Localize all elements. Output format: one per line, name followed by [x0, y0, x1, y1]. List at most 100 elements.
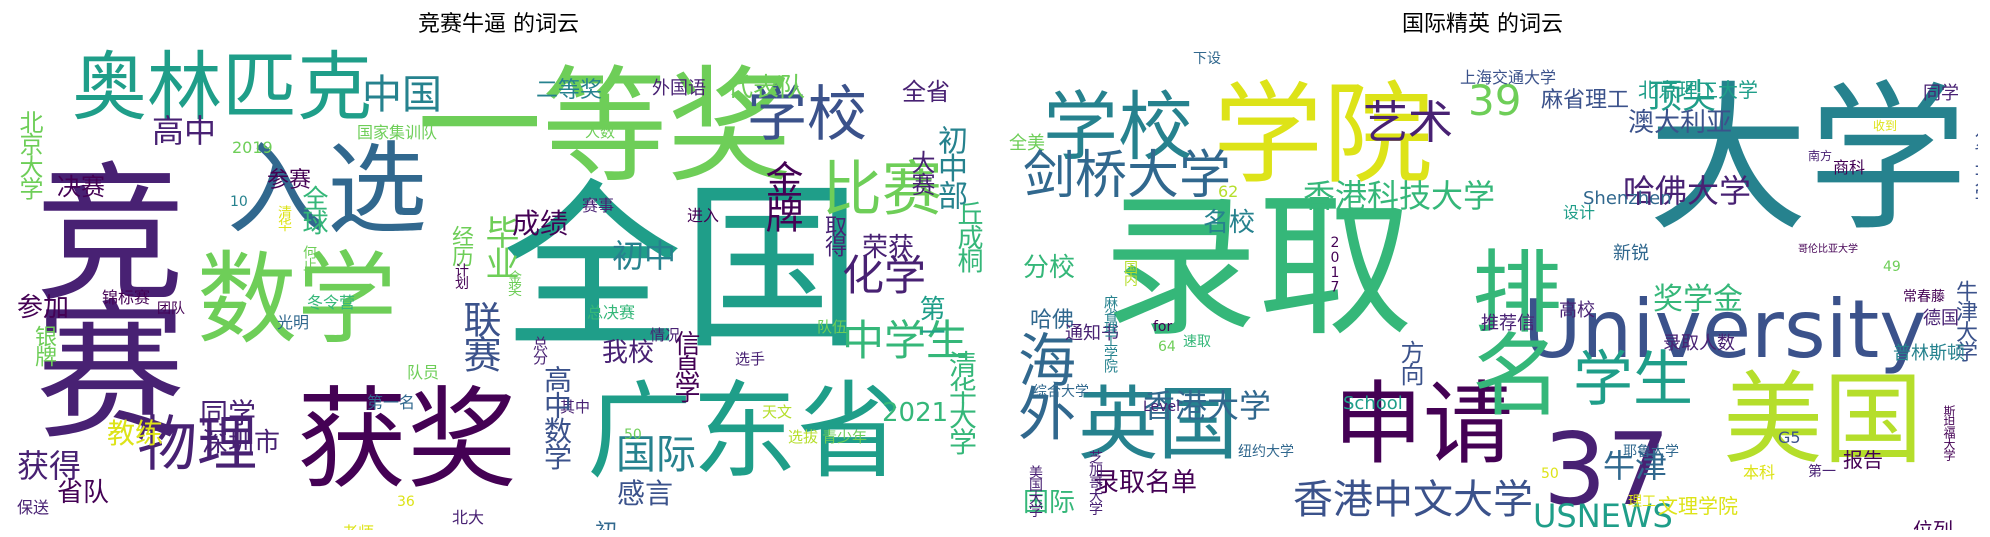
left-cloud-word: 学校: [747, 80, 867, 150]
left-cloud-word: 锦标赛: [102, 288, 151, 307]
left-cloud-word: 队伍: [817, 318, 848, 336]
right-cloud-word: 通知书: [1065, 323, 1119, 344]
left-cloud-word: 经历: [448, 225, 473, 266]
right-cloud-word: 新锐: [1613, 243, 1649, 264]
left-cloud-word: 何止: [301, 245, 317, 271]
left-cloud-word: 竞赛: [12, 155, 184, 431]
right-cloud-word: 下设: [1193, 51, 1221, 67]
left-cloud-word: 计划: [453, 263, 469, 289]
right-cloud-word: 上海交通大学: [1460, 68, 1557, 87]
left-cloud-word: 二等奖: [536, 78, 603, 103]
right-cloud-word: 64: [1158, 339, 1176, 355]
left-cloud-word: 全省: [902, 78, 950, 106]
right-cloud-word: 速取: [1183, 334, 1211, 350]
left-cloud-word: 国际: [616, 432, 696, 478]
right-cloud-word: 49: [1883, 259, 1901, 275]
left-cloud-word: 入选: [227, 131, 427, 248]
right-cloud-word: 北京理工大学: [1638, 78, 1758, 102]
left-cloud-word: 青少年: [822, 428, 868, 446]
left-cloud-word: 全国: [502, 165, 863, 374]
right-cloud-word: 常春藤: [1903, 289, 1945, 305]
left-cloud-word: 中学生: [842, 316, 969, 365]
left-cloud-word: 数学: [197, 241, 397, 358]
left-cloud-word: 参加: [17, 293, 70, 323]
right-word-cloud: 录取 大学 学院 学校 University 美国 申请 英国 37 排名 海外 剑桥大学 艺术 39 香港…: [1003, 40, 1978, 530]
left-cloud-word: 进入: [687, 206, 720, 225]
right-cloud-word: School: [1343, 393, 1403, 414]
right-cloud-word: 学院: [1213, 71, 1433, 199]
right-cloud-word: 综合大学: [1033, 384, 1089, 400]
left-cloud-word: 取得: [821, 215, 846, 256]
right-cloud-word: 牛津: [1603, 447, 1668, 485]
left-cloud-word: 情况: [650, 326, 681, 344]
left-cloud-word: 老师: [342, 525, 374, 531]
right-cloud-word: 麻省理工: [1541, 88, 1630, 113]
right-cloud-word: G5: [1778, 428, 1801, 447]
left-cloud-word: 广东省: [587, 371, 903, 493]
left-cloud-word: 总决赛: [587, 303, 636, 322]
left-cloud-word: 赛事: [582, 196, 615, 215]
right-cloud-word: 学校: [1043, 83, 1194, 171]
right-cloud-word: Shenzhen: [1583, 188, 1672, 209]
left-cloud-word: 外国语: [652, 78, 706, 99]
left-cloud-word: 物理: [137, 410, 257, 480]
right-cloud-word: 50: [1541, 466, 1559, 482]
right-cloud-word: 美国大学: [1027, 465, 1043, 517]
left-cloud-word: 省队: [57, 478, 110, 508]
left-cloud-word: 选手: [735, 350, 766, 368]
left-cloud-word: 光明: [277, 313, 310, 332]
right-cloud-word: Level: [1143, 399, 1180, 415]
left-cloud-word: 银牌: [31, 325, 56, 366]
right-cloud-word: 排名: [1456, 245, 1561, 411]
left-cloud-word: 2019: [232, 138, 273, 157]
left-cloud-word: 我校: [602, 338, 655, 368]
right-cloud-word: 澳大利亚: [1628, 108, 1733, 138]
left-cloud-word: 毕业: [479, 215, 519, 278]
right-cloud-word: 剑桥大学: [1023, 146, 1232, 206]
right-cloud-word: 德国: [1923, 308, 1959, 329]
right-cloud-word: 62: [1218, 182, 1239, 201]
left-cloud-word: 同学: [200, 397, 257, 430]
right-cloud-word: 录取名单: [1093, 468, 1198, 498]
right-cloud-word: 录取: [1103, 177, 1413, 358]
left-cloud-word: 北大: [452, 508, 485, 527]
left-cloud-word: 参赛: [267, 168, 312, 193]
right-cloud-word: for: [1153, 319, 1173, 335]
right-cloud-word: 39: [1468, 76, 1522, 125]
left-cloud-word: 高中数学: [540, 365, 573, 469]
right-cloud-word: 高校: [1559, 300, 1595, 321]
right-cloud-word: 南方: [1808, 149, 1833, 163]
left-cloud-word: 深圳市: [202, 428, 281, 458]
right-cloud-word: 申请: [1333, 372, 1513, 477]
left-cloud-word: 团队: [157, 301, 185, 317]
left-cloud-word: 队员: [407, 363, 440, 382]
right-cloud-word: 第一: [1808, 464, 1836, 480]
left-cloud-word: 选拔: [788, 428, 819, 446]
right-cloud-word: 顶尖: [1648, 77, 1716, 117]
right-cloud-word: 本科: [1743, 463, 1776, 482]
left-cloud-word: 天文: [762, 403, 793, 421]
right-cloud-word: USNEWS: [1533, 497, 1673, 530]
right-cloud-word: 香港科技大学: [1303, 177, 1496, 215]
right-cloud-word: 芝加哥大学: [1087, 450, 1103, 515]
right-cloud-word: 全美: [1009, 133, 1045, 154]
right-cloud-word: 大学: [1648, 66, 1969, 253]
left-cloud-word: 清华: [276, 205, 292, 231]
right-cloud-word: 2017: [1327, 235, 1343, 295]
right-cloud-word: 同学: [1923, 83, 1959, 104]
left-cloud-word: 清华大学: [945, 350, 978, 454]
left-cloud-word: 第一名: [367, 393, 416, 412]
left-cloud-word: 教练: [107, 417, 164, 450]
left-cloud-word: 奥林匹克: [72, 43, 373, 131]
left-word-cloud: 竞赛 全国 获奖 一等奖 广东省 入选 数学 奥林匹克 学校 比赛 中国 物理 高中 化学 中学生 金牌 联赛 毕…: [12, 40, 987, 531]
left-cloud-word: 36: [397, 494, 415, 510]
left-panel-title: 竞赛牛逼 的词云: [418, 12, 579, 37]
right-cloud-word: 斯坦福大学: [1942, 405, 1956, 461]
left-cloud-word: 其中: [560, 398, 591, 416]
left-cloud-word: 高中: [152, 112, 217, 150]
left-cloud-word: 联赛: [457, 300, 501, 370]
right-cloud-word: 艺术: [1363, 96, 1454, 149]
right-cloud-word: 学生: [1573, 345, 1693, 415]
right-cloud-word: 商科: [1833, 158, 1866, 177]
right-cloud-word: 报告: [1843, 448, 1883, 472]
